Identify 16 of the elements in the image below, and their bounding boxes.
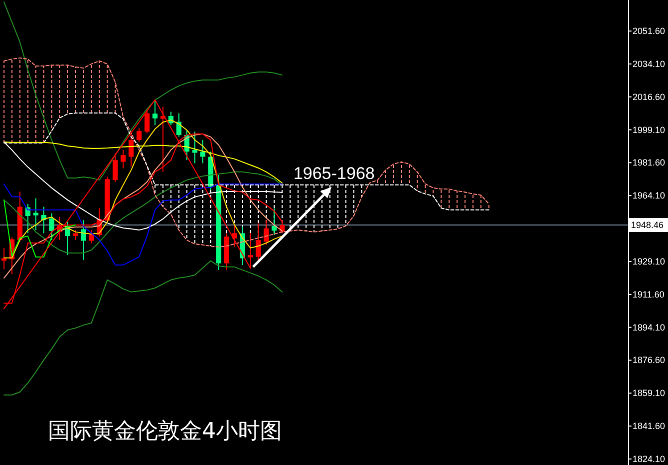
y-tick-label: 1894.10 [632,322,666,332]
y-tick-label: 2051.60 [632,26,666,36]
ref-line-label: 1948.46 [631,220,664,230]
y-tick-label: 2034.10 [632,58,666,69]
title: 国际黄金伦敦金4小时图 [48,419,282,444]
y-tick-label: 1859.10 [632,388,666,398]
y-tick-label: 1981.60 [632,158,666,168]
y-tick-label: 1964.10 [632,190,666,201]
y-tick-label: 2016.60 [632,92,666,102]
annotation: 1965-1968 [293,164,375,184]
y-tick-label: 1876.60 [632,355,666,366]
y-tick-label: 1999.10 [632,124,666,135]
y-tick-label: 1841.60 [632,421,666,432]
y-tick-label: 1911.60 [632,289,664,300]
y-tick-label: 1929.10 [632,256,666,266]
y-tick-label: 1824.10 [632,454,666,464]
